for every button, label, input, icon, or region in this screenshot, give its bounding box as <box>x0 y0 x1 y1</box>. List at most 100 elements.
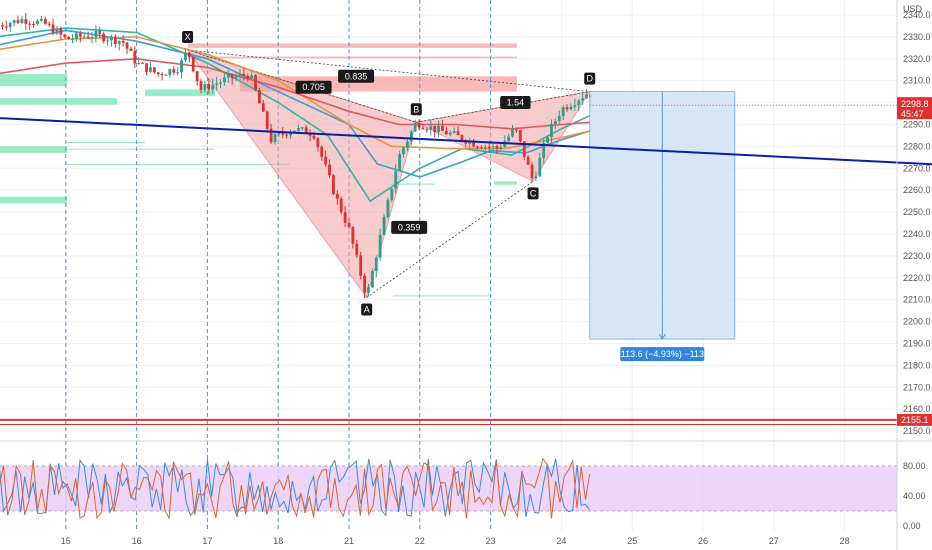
pattern-point-box <box>584 72 596 85</box>
zone-bar <box>67 163 290 165</box>
candle-body <box>137 62 141 64</box>
candle-body <box>394 170 398 189</box>
candle-body <box>402 147 405 155</box>
candle-body <box>222 77 226 83</box>
candle-body <box>258 90 261 104</box>
measure-label: −113.6 (−4.93%) −1136 <box>616 349 710 359</box>
pattern-point-label: X <box>185 32 191 42</box>
candle-body <box>351 227 355 244</box>
candle-body <box>542 142 546 158</box>
candle-body <box>316 138 320 147</box>
candle-body <box>573 105 577 107</box>
candle-body <box>530 164 534 179</box>
candle-body <box>176 72 180 74</box>
candle-body <box>429 126 433 130</box>
candle-body <box>250 75 254 79</box>
candle-body <box>273 134 277 143</box>
candle-body <box>581 98 585 101</box>
candle-body <box>20 19 24 23</box>
candle-body <box>226 74 230 78</box>
price-tick-label: 2290.0 <box>903 119 931 129</box>
candle-body <box>569 106 573 110</box>
candle-body <box>113 36 117 44</box>
candle-body <box>51 24 55 34</box>
candle-body <box>285 134 289 136</box>
price-tick-label: 2220.0 <box>903 273 931 283</box>
ratio-label-box <box>500 96 531 110</box>
zone-bar <box>494 181 517 185</box>
time-tick-label: 25 <box>627 536 637 546</box>
candle-body <box>499 147 503 149</box>
candle-body <box>281 132 285 135</box>
candle-body <box>1 25 4 27</box>
candle-body <box>406 141 409 148</box>
zone-bar <box>390 183 435 185</box>
price-tick-label: 2280.0 <box>903 141 931 151</box>
candles-layer <box>1 12 592 299</box>
currency-label: USD <box>903 4 923 14</box>
time-tick-label: 26 <box>698 536 708 546</box>
candle-body <box>417 122 421 128</box>
time-tick-label: 18 <box>273 536 283 546</box>
candle-body <box>472 141 476 147</box>
candle-body <box>370 271 374 288</box>
zone-bar <box>393 295 492 297</box>
pattern-point-box <box>410 103 422 116</box>
ac-dotted-line <box>366 181 534 298</box>
candle-body <box>207 84 211 90</box>
price-tick-label: 2320.0 <box>903 54 931 64</box>
candle-body <box>43 18 47 24</box>
candle-body <box>47 23 51 25</box>
candle-body <box>75 33 78 39</box>
candle-body <box>526 157 530 165</box>
measure-arrow-head <box>658 333 666 341</box>
candle-body <box>308 134 312 136</box>
candle-body <box>312 135 316 139</box>
candle-body <box>565 107 569 110</box>
candle-body <box>413 122 417 132</box>
candle-body <box>409 131 413 142</box>
zone-bar <box>145 89 215 96</box>
candle-body <box>522 141 526 158</box>
candle-body <box>215 83 219 85</box>
zones-layer <box>0 43 517 297</box>
candle-body <box>304 127 308 135</box>
candle-body <box>180 60 183 73</box>
candle-body <box>335 194 339 199</box>
ratio-label: 1.54 <box>507 98 525 108</box>
candle-body <box>452 131 456 133</box>
candle-body <box>102 33 106 42</box>
candle-body <box>289 131 292 136</box>
candle-body <box>156 72 160 75</box>
time-tick-label: 24 <box>556 536 566 546</box>
candle-body <box>577 100 581 106</box>
candle-body <box>71 38 74 40</box>
candle-body <box>55 29 59 34</box>
time-tick-label: 27 <box>769 536 779 546</box>
candle-body <box>444 130 448 135</box>
xd-dotted-line <box>187 49 590 92</box>
pattern-point-label: C <box>530 188 537 198</box>
candle-body <box>98 30 102 34</box>
oscillator-tick-label: 0.00 <box>903 521 921 531</box>
candle-body <box>293 130 296 132</box>
pattern-point-box <box>182 30 194 43</box>
candle-body <box>421 127 425 130</box>
candle-body <box>184 52 187 61</box>
ratio-label: 0.359 <box>398 222 421 232</box>
candle-body <box>195 71 199 82</box>
candle-body <box>117 41 121 44</box>
candle-body <box>39 18 43 21</box>
oscillator-tick-label: 80.00 <box>903 461 926 471</box>
candle-body <box>242 73 246 76</box>
candle-body <box>343 212 347 223</box>
candle-body <box>199 81 203 90</box>
candle-body <box>483 146 487 149</box>
candle-body <box>211 84 215 90</box>
candle-body <box>367 287 370 293</box>
pattern-point-label: A <box>364 304 370 314</box>
time-tick-label: 17 <box>202 536 212 546</box>
oscillator-tick-label: 40.00 <box>903 491 926 501</box>
candle-body <box>320 146 324 157</box>
